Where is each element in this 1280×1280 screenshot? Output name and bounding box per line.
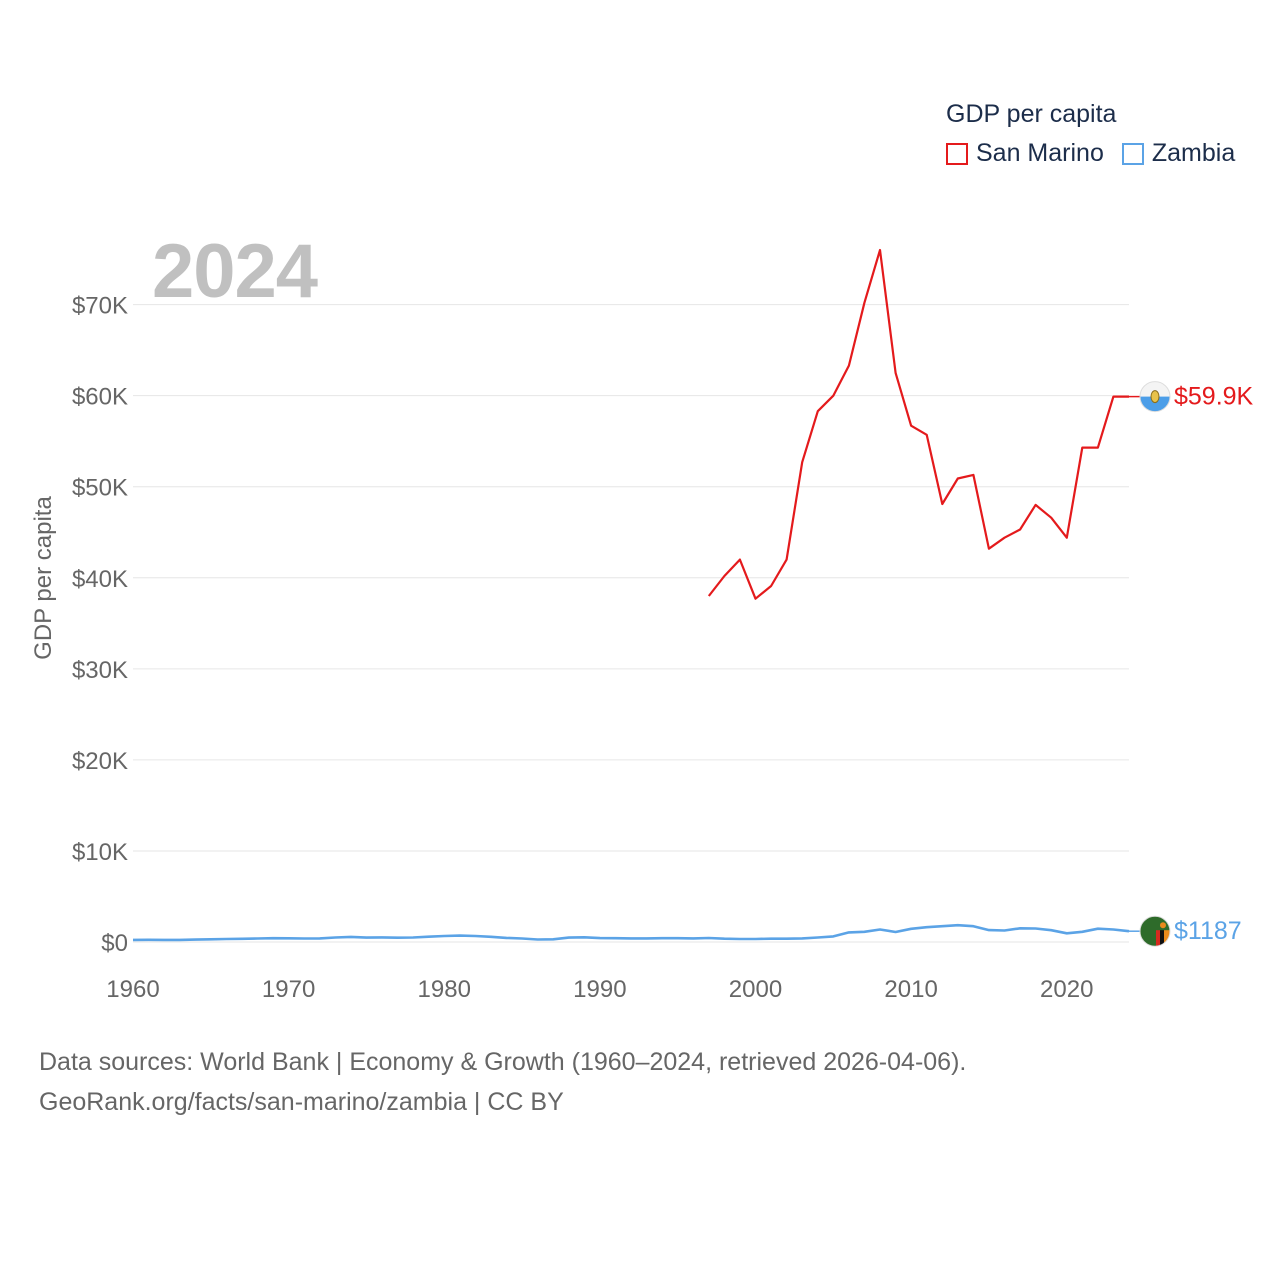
end-value-label: $59.9K: [1174, 383, 1254, 411]
x-tick-label: 1980: [418, 976, 471, 1003]
x-axis-ticks: 1960 1970 1980 1990 2000 2010 2020: [106, 976, 1093, 1003]
y-tick-label: $40K: [72, 566, 128, 593]
y-tick-label: $0: [101, 930, 128, 957]
legend-item-zambia[interactable]: Zambia: [1121, 139, 1236, 168]
series-lines: [132, 248, 1130, 942]
san-marino-flag-icon: [1139, 381, 1171, 413]
grid-lines: [133, 304, 1129, 943]
legend-item-san-marino[interactable]: San Marino: [946, 139, 1104, 168]
series-line-san-marino: [707, 248, 1129, 600]
y-tick-label: $20K: [72, 748, 128, 775]
footer: Data sources: World Bank | Economy & Gro…: [39, 1042, 966, 1122]
x-tick-label: 1990: [573, 976, 626, 1003]
y-tick-label: $30K: [72, 657, 128, 684]
legend-swatch-san-marino: [946, 142, 968, 165]
series-line-zambia: [132, 923, 1130, 942]
zambia-flag-icon: [1139, 915, 1171, 947]
x-tick-label: 1970: [262, 976, 315, 1003]
y-tick-label: $10K: [72, 839, 128, 866]
y-axis-title: GDP per capita: [30, 496, 57, 660]
y-tick-label: $60K: [72, 384, 128, 411]
x-tick-label: 1960: [106, 976, 159, 1003]
data-sources-text: Data sources: World Bank | Economy & Gro…: [39, 1048, 967, 1076]
y-tick-label: $50K: [72, 475, 128, 502]
end-value-label: $1187: [1174, 917, 1242, 945]
legend: GDP per capita San Marino Zambia: [946, 100, 1235, 168]
x-tick-label: 2010: [884, 976, 937, 1003]
y-axis-ticks: $0 $10K $20K $30K $40K $50K $60K $70K: [72, 293, 128, 957]
legend-label-zambia: Zambia: [1151, 139, 1236, 167]
x-tick-label: 2000: [729, 976, 782, 1003]
legend-label-san-marino: San Marino: [976, 139, 1104, 167]
x-tick-label: 2020: [1040, 976, 1093, 1003]
end-markers: $59.9K $1187: [1129, 381, 1254, 947]
legend-swatch-zambia: [1121, 142, 1144, 165]
y-tick-label: $70K: [72, 293, 128, 320]
current-year-label: 2024: [152, 229, 318, 314]
source-link[interactable]: GeoRank.org/facts/san-marino/zambia | CC…: [39, 1088, 564, 1116]
legend-title: GDP per capita: [946, 100, 1117, 128]
